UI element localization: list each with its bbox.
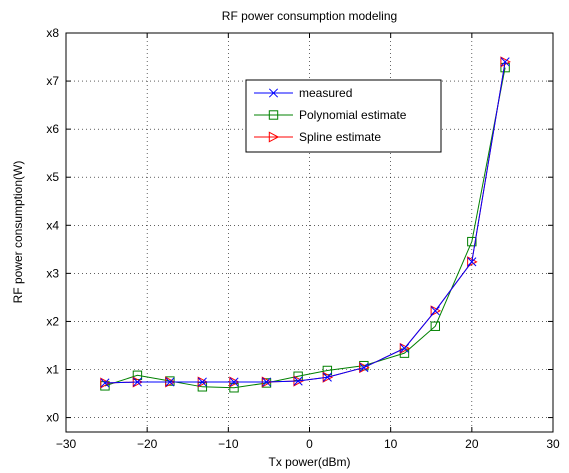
data-point — [100, 378, 110, 388]
data-point — [399, 343, 410, 353]
data-point — [467, 236, 477, 247]
data-point — [132, 377, 142, 387]
y-tick-label: x4 — [46, 218, 59, 232]
x-tick-label: 0 — [306, 437, 313, 451]
data-point — [261, 377, 272, 387]
data-point — [229, 377, 239, 387]
legend-marker — [268, 110, 279, 120]
y-tick-label: x1 — [46, 363, 59, 377]
y-tick-label: x5 — [46, 170, 59, 184]
y-tick-label: x7 — [46, 74, 59, 88]
x-tick-label: 10 — [384, 437, 398, 451]
y-tick-label: x6 — [46, 122, 59, 136]
data-point — [322, 372, 332, 382]
x-tick-label: 30 — [546, 437, 560, 451]
data-point — [467, 257, 477, 267]
y-tick-label: x2 — [46, 314, 59, 328]
y-tick-label: x3 — [46, 266, 59, 280]
data-point — [399, 342, 411, 354]
legend-label: measured — [299, 86, 352, 100]
data-point — [430, 305, 442, 317]
y-axis-title: RF power consumption(W) — [11, 161, 25, 304]
legend-entry: Spline estimate — [254, 130, 381, 144]
series-line — [104, 67, 506, 389]
grid — [66, 32, 553, 432]
legend-entry: measured — [254, 86, 352, 100]
data-point — [293, 376, 303, 386]
legend-marker — [268, 88, 279, 98]
legend-box — [245, 79, 442, 153]
legend-marker — [268, 131, 280, 143]
data-point — [500, 57, 510, 67]
data-point — [229, 383, 239, 393]
x-tick-label: 20 — [465, 437, 479, 451]
legend-label: Polynomial estimate — [299, 108, 407, 122]
data-point — [165, 377, 175, 387]
data-point — [359, 362, 370, 374]
x-axis-title: Tx power(dBm) — [268, 455, 350, 469]
chart-title: RF power consumption modeling — [222, 9, 397, 23]
data-point — [100, 377, 111, 389]
data-point — [322, 371, 334, 383]
data-point — [197, 377, 207, 387]
data-point — [430, 306, 440, 316]
series-0 — [100, 57, 510, 388]
ticks: −30 −20 −10 0 10 20 30 x0 x1 x2 x3 x4 x5 x6 x7 x8 — [46, 26, 560, 451]
legend-entry: Polynomial estimate — [254, 108, 407, 122]
data-point — [359, 363, 369, 373]
y-tick-label: x8 — [46, 26, 59, 40]
data-point — [430, 321, 441, 331]
legend: measured Polynomial estimate Spline estima… — [245, 79, 442, 153]
y-tick-label: x0 — [46, 411, 59, 425]
x-tick-label: −20 — [137, 437, 158, 451]
legend-label: Spline estimate — [299, 130, 381, 144]
series-layer — [100, 56, 511, 393]
x-tick-label: −10 — [218, 437, 239, 451]
data-point — [500, 56, 511, 68]
x-tick-label: −30 — [56, 437, 77, 451]
